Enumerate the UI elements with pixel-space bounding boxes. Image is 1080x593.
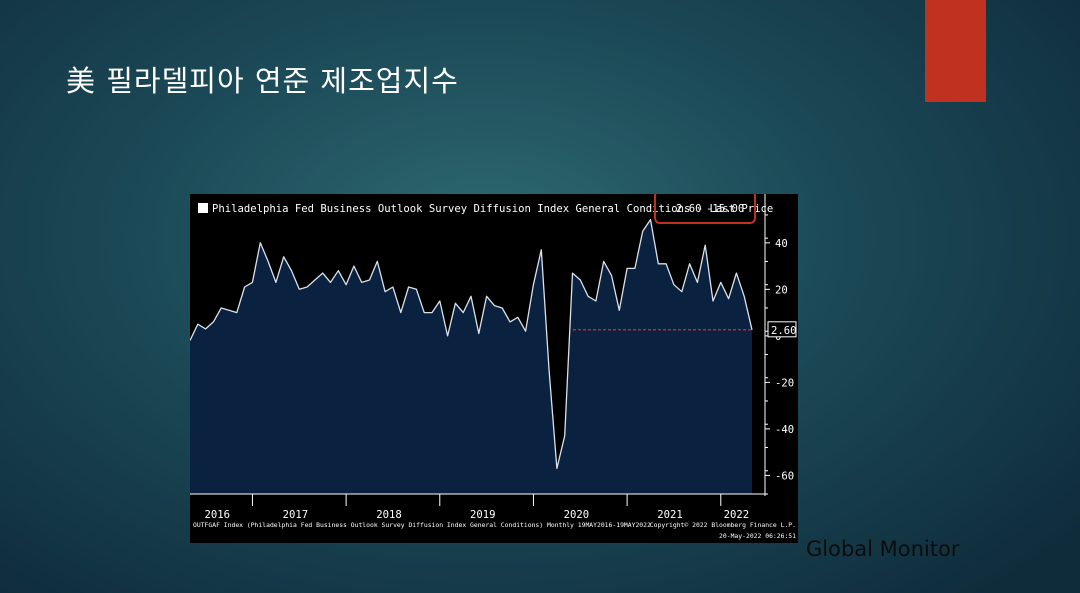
area-chart: 40200-20-40-602.60 201620172018201920202…: [190, 194, 797, 540]
footer-source: OUTFGAF Index (Philadelphia Fed Business…: [193, 521, 651, 529]
y-tick-label: 20: [775, 284, 788, 296]
watermark-text: Global Monitor: [806, 537, 960, 561]
x-axis: 2016 2017 2018 2019 2020 2021 2022: [190, 493, 765, 521]
footer-timestamp: 20-May-2022 06:26:51: [719, 532, 796, 540]
x-tick-label: 2020: [564, 509, 590, 521]
y-tick-label: 40: [775, 238, 788, 250]
highlight-box: [654, 194, 756, 224]
y-tick-label: -40: [775, 424, 794, 436]
x-tick-label: 2021: [657, 509, 683, 521]
chart-panel: 40200-20-40-602.60 201620172018201920202…: [190, 194, 798, 543]
accent-bar: [925, 0, 986, 102]
y-tick-label: -60: [775, 470, 794, 482]
x-tick-label: 2022: [724, 509, 750, 521]
last-value-box: [767, 321, 797, 338]
change-value: -15.00: [706, 203, 744, 215]
x-tick-label: 2017: [283, 509, 309, 521]
legend-swatch: [198, 203, 208, 213]
y-axis: 40200-20-40-602.60: [764, 194, 797, 496]
y-tick-label: -20: [775, 377, 794, 389]
last-value-label: 2.60: [771, 325, 797, 337]
footer-copyright: Copyright© 2022 Bloomberg Finance L.P.: [650, 521, 796, 529]
series-area: [190, 219, 752, 494]
legend-label: Philadelphia Fed Business Outlook Survey…: [212, 203, 773, 215]
series-line: [190, 218, 753, 470]
x-tick-label: 2019: [470, 509, 496, 521]
last-price-value: 2.60: [676, 203, 702, 215]
x-tick-label: 2016: [205, 509, 231, 521]
slide-title: 美 필라델피아 연준 제조업지수: [66, 64, 459, 98]
legend: Philadelphia Fed Business Outlook Survey…: [198, 203, 773, 215]
x-tick-label: 2018: [376, 509, 402, 521]
plot-area: [190, 218, 753, 494]
